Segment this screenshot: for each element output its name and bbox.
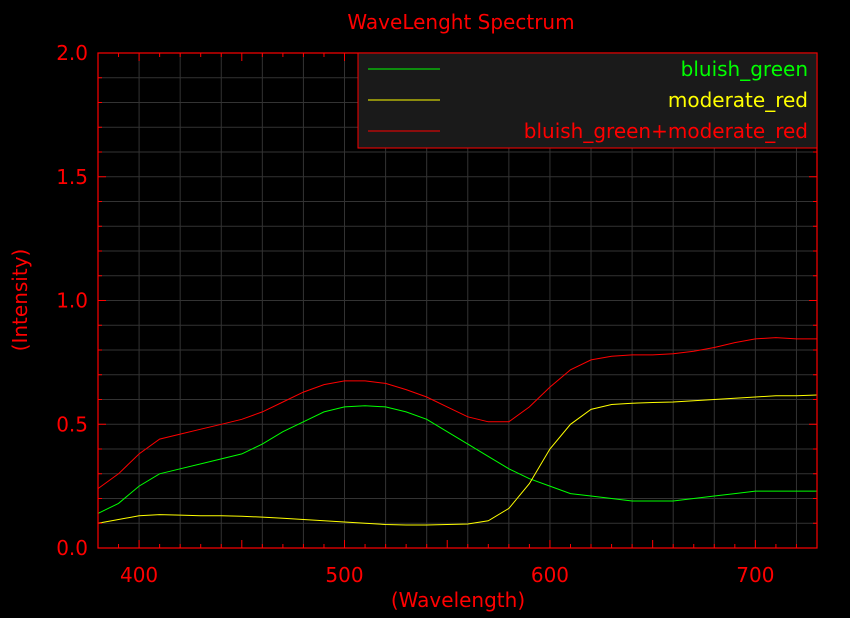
chart-title: WaveLenght Spectrum [347,10,574,34]
y-tick-label: 1.5 [56,165,88,189]
y-tick-label: 1.0 [56,289,88,313]
ticks: 400 500 600 700 0.0 0.5 1.0 1.5 2.0 [56,41,818,587]
legend: bluish_green moderate_red bluish_green+mod… [357,52,818,149]
series-group [97,337,818,526]
series-line-0 [97,405,817,514]
x-tick-label: 700 [736,563,774,587]
legend-label-0: bluish_green [681,57,808,81]
x-tick-label: 400 [120,563,158,587]
x-axis-label: (Wavelength) [391,588,525,612]
y-tick-label: 0.5 [56,412,88,436]
y-tick-label: 2.0 [56,41,88,65]
legend-label-1: moderate_red [668,88,808,112]
y-tick-label: 0.0 [56,536,88,560]
x-tick-label: 600 [531,563,569,587]
legend-label-2: bluish_green+moderate_red [524,119,808,143]
x-tick-label: 500 [325,563,363,587]
series-line-1 [97,394,818,526]
y-axis-label: (Intensity) [8,249,32,352]
series-line-2 [97,337,817,490]
